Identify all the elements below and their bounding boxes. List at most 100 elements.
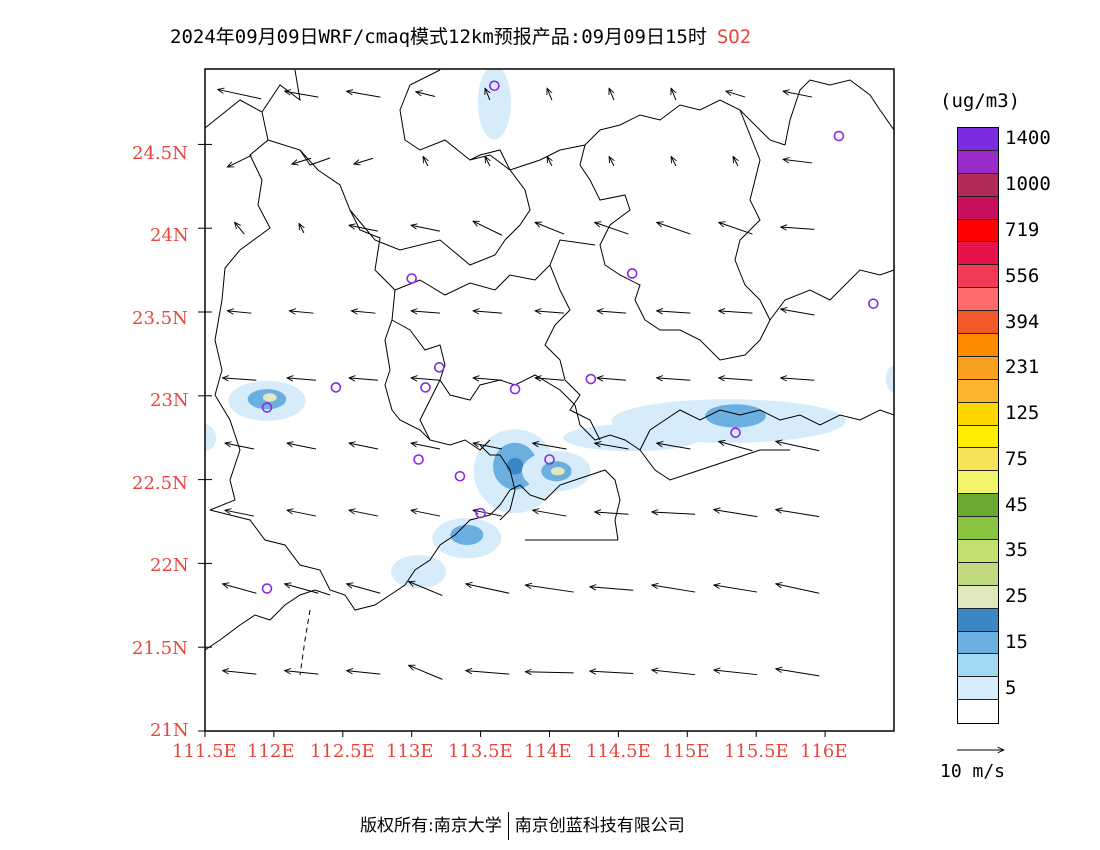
wind-vector [525,672,574,673]
wind-vector [223,378,257,380]
lat-label-23: 23N [150,390,189,411]
legend-swatch [958,448,998,472]
wind-vector [227,311,252,313]
station-marker [489,80,500,92]
wind-vector [411,225,441,232]
wind-vector [781,309,815,316]
legend-swatch [958,608,998,632]
wind-vector [652,585,696,593]
legend-swatch [958,128,998,151]
wind-vector [597,311,627,313]
lon-label-113.5: 113.5E [448,741,513,762]
wind-vector [590,671,634,673]
wind-vector [411,311,440,313]
legend-swatch [958,265,998,289]
station-marker [544,454,555,465]
wind-vector [671,88,676,101]
wind-vector [347,584,381,594]
legend-label: 231 [1005,356,1040,379]
lat-label-23.5: 23.5N [132,308,188,329]
legend-swatch [958,677,998,701]
color-legend [957,127,999,725]
lon-label-111.5: 111.5E [172,741,237,762]
concentration-blob [506,457,524,475]
concentration-blob [705,404,766,428]
legend-swatch [958,311,998,335]
wind-vector [595,512,629,514]
legend-swatch [958,334,998,357]
wind-vector [225,443,255,450]
legend-swatch [958,631,998,655]
legend-label: 75 [1005,447,1028,470]
wind-vector [714,510,758,518]
legend-swatch [958,471,998,495]
wind-vector [533,510,567,517]
footer-separator [507,812,509,840]
concentration-blob [205,424,217,452]
wind-vector [657,443,691,450]
wind-vector [287,378,316,380]
org-nju: 南京大学 [433,816,502,836]
wind-vector [354,157,374,164]
concentration-blob [262,393,277,402]
station-marker [261,402,273,413]
station-marker [261,583,273,594]
wind-vector [776,510,820,518]
station-marker [730,427,741,438]
concentration-blob [550,467,565,476]
wind-vector [485,88,490,101]
legend-swatch [958,196,998,220]
wind-vector [597,378,627,380]
station-markers [261,80,879,594]
wind-vector [533,443,567,450]
wind-vector [349,510,379,517]
legend-label: 719 [1005,218,1040,241]
lat-label-22: 22N [150,555,189,576]
wind-vector [473,510,503,517]
wind-vector [714,670,758,676]
wind-vector [595,443,629,450]
wind-vector [225,510,255,517]
station-marker [509,383,521,395]
wind-vector [223,671,257,675]
wind-vector [783,159,813,164]
wind-vector [285,584,319,594]
wind-vector [351,311,376,313]
wind-vector [652,670,696,676]
wind-vector [776,669,820,677]
wind-vector [535,222,565,235]
wind-vector [485,156,490,167]
wind-vector [347,671,381,675]
wind-vector [719,378,753,380]
lon-label-116: 116E [800,741,848,762]
wind-vector [349,443,379,450]
wind-vector [609,88,614,101]
legend-swatch [958,242,998,266]
wind-vector [733,156,738,167]
pollutant-name: SO2 [716,26,752,48]
wind-vector [411,443,441,450]
lat-label-21: 21N [150,720,189,741]
station-marker [868,298,879,309]
legend-swatch [958,700,998,724]
wind-vector [227,154,252,167]
lat-label-24: 24N [150,225,189,246]
legend-swatch [958,517,998,541]
legend-label: 394 [1005,310,1040,333]
lon-label-114: 114E [524,741,572,762]
wind-vector [547,88,552,101]
wind-vector [235,222,245,235]
station-marker [413,454,424,465]
wind-vector [535,378,565,380]
wind-vector [218,89,262,100]
lat-label-24.5: 24.5N [132,143,188,164]
wind-vector [547,156,552,167]
legend-swatch [958,562,998,586]
lon-label-115: 115E [662,741,710,762]
legend-swatch [958,540,998,563]
wind-vector [466,584,510,594]
wind-vector [783,91,813,98]
legend-swatch [958,150,998,174]
wind-vector [525,585,574,593]
